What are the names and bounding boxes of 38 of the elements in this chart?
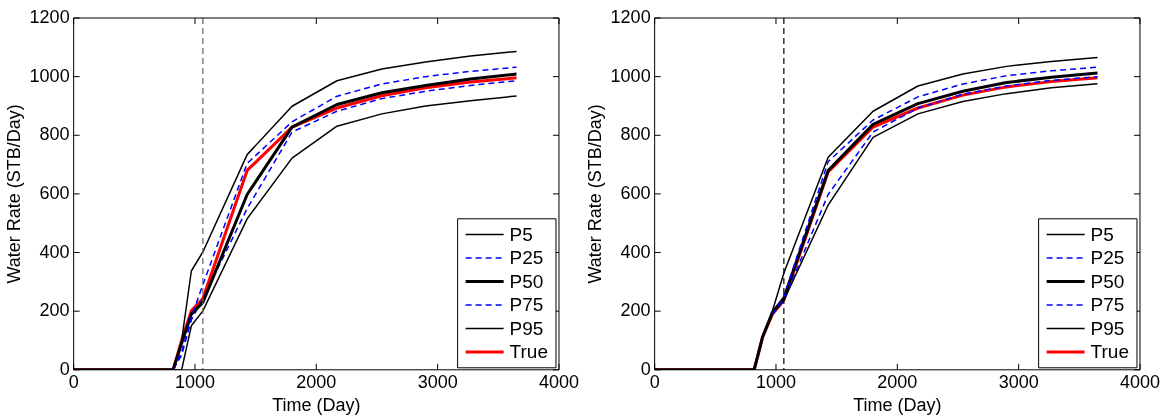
y-tick-label: 600	[620, 182, 651, 203]
x-tick-label: 1000	[755, 371, 796, 392]
y-tick-label: 400	[620, 241, 651, 262]
legend-label: P25	[509, 247, 544, 269]
legend-label: P50	[509, 270, 544, 292]
legend-label: P75	[1090, 294, 1125, 316]
legend-label: True	[1090, 341, 1129, 363]
y-tick-label: 200	[620, 300, 651, 321]
legend-label: P75	[509, 294, 544, 316]
y-tick-label: 800	[620, 124, 651, 145]
y-tick-label: 1000	[610, 65, 651, 86]
x-tick-label: 4000	[1119, 371, 1160, 392]
x-tick-label: 2000	[877, 371, 918, 392]
y-tick-label: 400	[39, 241, 70, 262]
x-tick-label: 1000	[174, 371, 215, 392]
x-tick-label: 2000	[296, 371, 337, 392]
y-tick-label: 600	[39, 182, 70, 203]
y-tick-label: 1200	[610, 6, 651, 27]
legend-label: P50	[1090, 270, 1125, 292]
y-tick-label: 1200	[29, 6, 70, 27]
legend-label: P95	[509, 317, 544, 339]
legend-label: True	[509, 341, 548, 363]
x-tick-label: 3000	[417, 371, 458, 392]
y-tick-label: 800	[39, 124, 70, 145]
legend-label: P5	[509, 223, 533, 245]
legend-label: P5	[1090, 223, 1114, 245]
y-tick-label: 0	[59, 358, 70, 379]
y-axis-title: Water Rate (STB/Day)	[584, 104, 605, 284]
y-tick-label: 0	[640, 358, 651, 379]
x-axis-title: Time (Day)	[853, 395, 942, 416]
legend-label: P25	[1090, 247, 1125, 269]
y-tick-label: 200	[39, 300, 70, 321]
x-tick-label: 3000	[998, 371, 1039, 392]
legend-label: P95	[1090, 317, 1125, 339]
x-tick-label: 4000	[538, 371, 579, 392]
y-axis-title: Water Rate (STB/Day)	[3, 104, 24, 284]
x-axis-title: Time (Day)	[272, 395, 361, 416]
y-tick-label: 1000	[29, 65, 70, 86]
